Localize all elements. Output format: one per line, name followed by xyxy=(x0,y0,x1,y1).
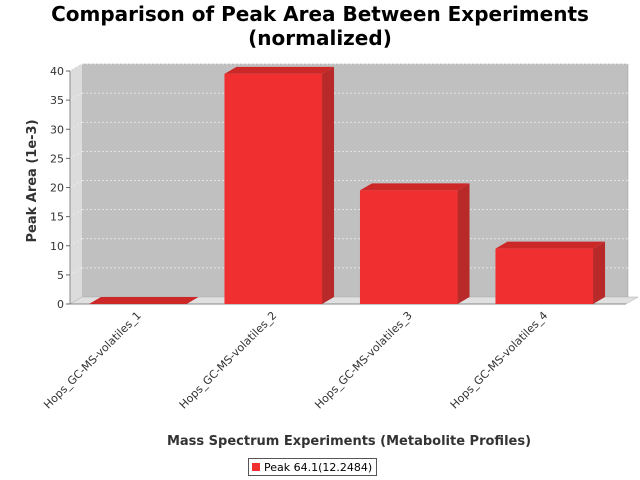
y-axis-label: Peak Area (1e-3) xyxy=(25,119,40,242)
bar-top xyxy=(224,66,335,74)
bar-front xyxy=(359,190,458,304)
x-category-label: Hops_GC-MS-volatiles_1 xyxy=(41,309,144,412)
plot-left-wall xyxy=(70,64,82,304)
bar-top xyxy=(88,297,199,304)
y-tick-label: 5 xyxy=(57,269,64,282)
y-tick-label: 20 xyxy=(50,182,64,195)
legend-swatch xyxy=(252,463,260,471)
legend: Peak 64.1(12.2484) xyxy=(248,458,378,476)
bar-side xyxy=(593,241,606,304)
bar-top xyxy=(359,183,470,191)
bar xyxy=(495,241,606,304)
y-tick-label: 40 xyxy=(50,65,64,78)
bar-front xyxy=(495,248,594,304)
bar-top xyxy=(495,241,606,249)
x-axis-label: Mass Spectrum Experiments (Metabolite Pr… xyxy=(167,434,531,449)
x-category-label: Hops_GC-MS-volatiles_3 xyxy=(312,309,415,412)
legend-label: Peak 64.1(12.2484) xyxy=(264,460,373,474)
y-tick-label: 10 xyxy=(50,240,64,253)
bar xyxy=(224,66,335,304)
chart-title-line-2: (normalized) xyxy=(248,26,392,50)
gridlines xyxy=(69,63,628,276)
x-category-label: Hops_GC-MS-volatiles_4 xyxy=(448,309,551,412)
bars xyxy=(88,66,606,304)
y-tick-label: 15 xyxy=(50,211,64,224)
y-tick-label: 30 xyxy=(50,123,64,136)
bar-side xyxy=(322,66,335,304)
x-axis-categories: Hops_GC-MS-volatiles_1 Hops_GC-MS-volatil… xyxy=(41,309,550,412)
x-category-label: Hops_GC-MS-volatiles_2 xyxy=(177,309,280,412)
y-tick-label: 0 xyxy=(57,298,64,311)
chart-title: Comparison of Peak Area Between Experime… xyxy=(0,2,640,50)
bar xyxy=(88,297,199,304)
bar-side xyxy=(457,183,470,304)
bar-front xyxy=(224,73,323,304)
y-tick-label: 25 xyxy=(50,152,64,165)
y-axis-ticks: 0 5 10 15 20 25 30 35 40 xyxy=(50,65,70,311)
chart-title-line-1: Comparison of Peak Area Between Experime… xyxy=(51,2,589,26)
bar xyxy=(359,183,470,304)
y-tick-label: 35 xyxy=(50,94,64,107)
